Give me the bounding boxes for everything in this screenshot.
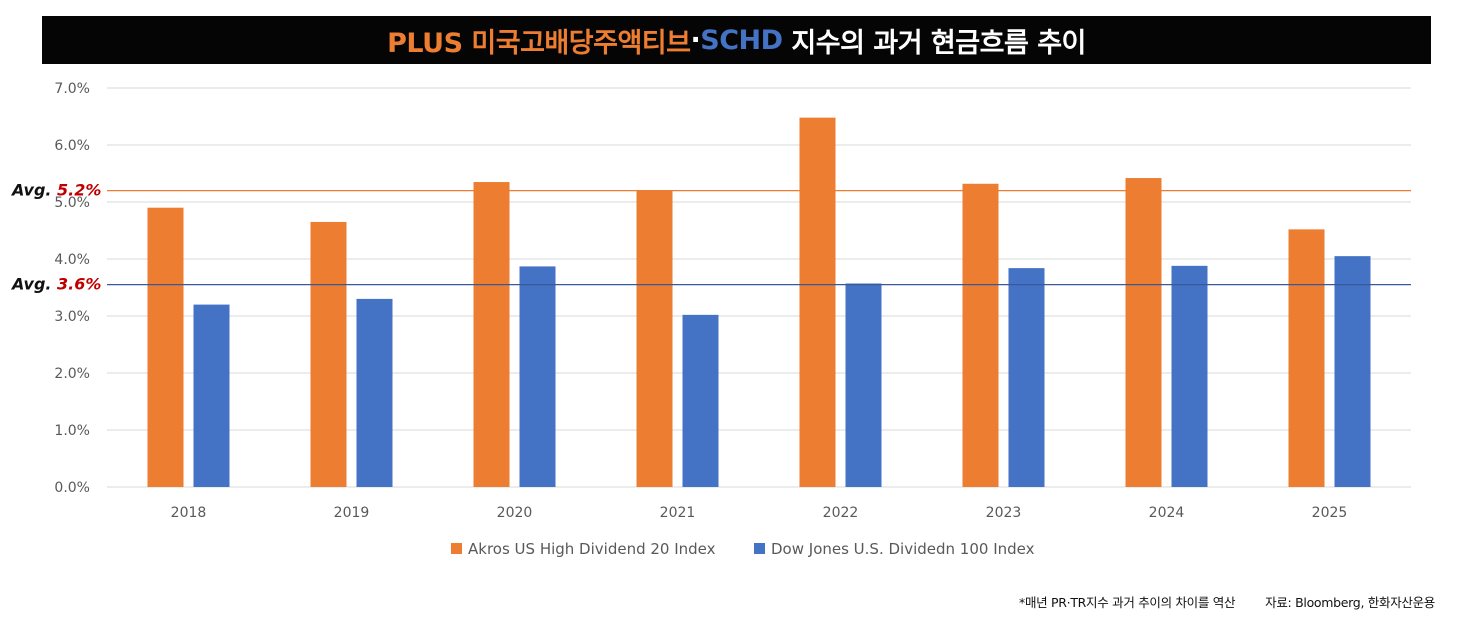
average-lines: Avg. 5.2% Avg. 3.6% [10,181,1411,294]
x-axis-ticks: 2018 2019 2020 2021 2022 2023 2024 2025 [171,505,1348,521]
grid-lines [107,87,1411,488]
legend-label-0: Akros US High Dividend 20 Index [468,540,716,558]
legend-label-1: Dow Jones U.S. Dividedn 100 Index [771,540,1035,558]
akros-bar-2020 [473,182,510,488]
akros-bar-2018 [147,207,184,487]
y-tick-label: 3.0% [54,309,90,325]
x-tick-label: 2020 [497,505,533,521]
y-tick-label: 4.0% [54,252,90,268]
legend: Akros US High Dividend 20 Index Dow Jones… [451,540,1035,558]
dowjones-bar-2022 [845,283,882,487]
x-tick-label: 2019 [334,505,370,521]
dowjones-bar-2025 [1334,256,1371,487]
akros-bar-2024 [1125,178,1162,487]
x-tick-label: 2018 [171,505,207,521]
akros-bar-2022 [799,117,836,487]
footnote: *매년 PR·TR지수 과거 추이의 차이를 역산 자료: Bloomberg, … [1019,592,1435,611]
y-tick-label: 1.0% [54,423,90,439]
avg-label-0: Avg. 5.2% [10,181,101,200]
footnote-note: *매년 PR·TR지수 과거 추이의 차이를 역산 [1019,595,1236,610]
y-tick-label: 5.0% [54,195,90,211]
title-schd: SCHD [700,24,783,56]
y-tick-label: 2.0% [54,366,90,382]
dowjones-bar-2024 [1171,265,1208,487]
dowjones-bar-2019 [356,298,393,487]
akros-bar-2025 [1288,229,1325,488]
title-plus-product: PLUS 미국고배당주액티브 [387,27,691,59]
x-tick-label: 2023 [986,505,1022,521]
legend-swatch-1 [754,543,765,554]
y-tick-label: 7.0% [54,81,90,97]
x-tick-label: 2024 [1149,505,1185,521]
title-suffix: 지수의 과거 현금흐름 추이 [782,27,1086,59]
chart-title: PLUS 미국고배당주액티브 · SCHD 지수의 과거 현금흐름 추이 [42,16,1431,64]
akros-bar-2023 [962,183,999,487]
footnote-source: 자료: Bloomberg, 한화자산운용 [1265,595,1435,610]
title-separator: · [690,24,701,56]
dowjones-bar-2020 [519,266,556,487]
dowjones-bar-2021 [682,314,719,487]
dowjones-bar-2018 [193,304,230,487]
y-axis-ticks: 0.0% 1.0% 2.0% 3.0% 4.0% 5.0% 6.0% 7.0% [54,81,90,496]
x-tick-label: 2022 [823,505,859,521]
x-tick-label: 2021 [660,505,696,521]
legend-swatch-0 [451,543,462,554]
x-tick-label: 2025 [1312,505,1348,521]
bars [147,117,1371,488]
akros-bar-2019 [310,221,347,487]
y-tick-label: 0.0% [54,480,90,496]
y-tick-label: 6.0% [54,138,90,154]
dowjones-bar-2023 [1008,268,1045,487]
akros-bar-2021 [636,190,673,487]
avg-label-1: Avg. 3.6% [10,275,101,294]
